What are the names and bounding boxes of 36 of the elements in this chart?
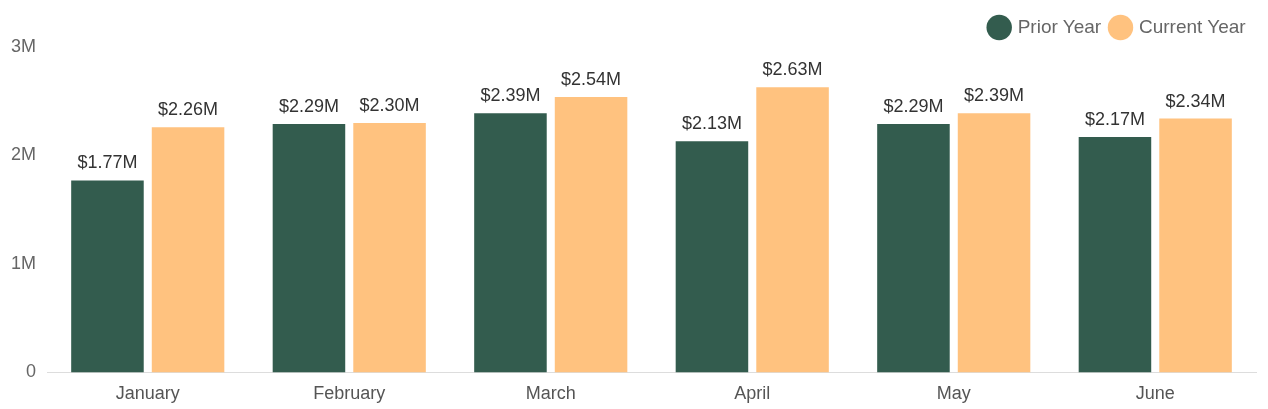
y-tick-label: 3M [10, 35, 36, 56]
data-label: $2.29M [883, 95, 944, 116]
data-label: $2.13M [681, 113, 742, 134]
y-tick-label: 1M [10, 252, 36, 273]
legend-label: Prior Year [1017, 15, 1102, 37]
data-label: $2.63M [762, 59, 823, 80]
legend-label: Current Year [1138, 15, 1247, 37]
data-label: $2.26M [158, 99, 219, 120]
bar [554, 96, 628, 373]
y-tick-label: 0 [25, 361, 36, 382]
data-label: $2.39M [480, 85, 541, 106]
x-tick-label: January [115, 383, 180, 404]
bar [71, 180, 144, 373]
data-label: $2.30M [359, 94, 420, 115]
x-tick-label: February [313, 383, 386, 404]
bar [151, 127, 225, 373]
data-label: $1.77M [77, 152, 138, 173]
x-tick-label: April [734, 383, 771, 404]
bar [675, 141, 749, 373]
bar [272, 124, 346, 373]
bar [353, 122, 426, 373]
data-label: $2.54M [561, 68, 622, 89]
bar [877, 124, 950, 373]
data-label: $2.17M [1084, 109, 1145, 129]
data-label: $2.39M [964, 85, 1025, 106]
x-tick-label: June [1135, 383, 1175, 404]
bar [957, 113, 1031, 373]
bar [1078, 137, 1152, 373]
x-tick-label: May [936, 383, 971, 404]
bar [756, 87, 829, 373]
data-label: $2.34M [1165, 90, 1226, 111]
data-label: $2.29M [278, 95, 339, 116]
y-tick-label: 2M [10, 144, 36, 165]
bar [1159, 118, 1232, 373]
x-tick-label: March [525, 383, 576, 404]
bar [474, 113, 547, 373]
